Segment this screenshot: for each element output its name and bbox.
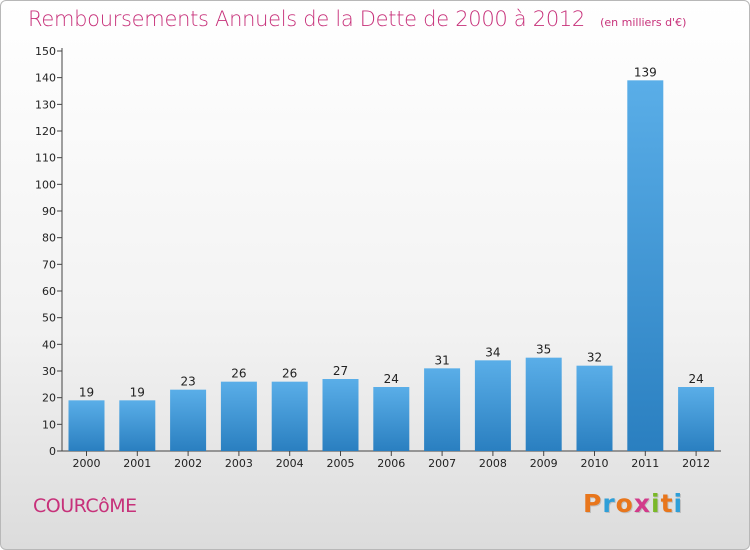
- bar-2008: [474, 360, 511, 451]
- y-tick-label: 30: [42, 365, 56, 378]
- data-label: 34: [485, 345, 500, 359]
- bar-2009: [525, 357, 562, 451]
- data-label: 27: [333, 364, 348, 378]
- y-tick-label: 80: [42, 232, 56, 245]
- x-tick-label: 2000: [73, 457, 101, 470]
- y-tick-label: 120: [35, 125, 56, 138]
- data-label: 24: [384, 372, 399, 386]
- data-labels: 19 19 23 26 26 27 24 31 34 35 32 139 24: [79, 65, 704, 399]
- x-tick-label: 2005: [327, 457, 355, 470]
- bars: [68, 80, 715, 451]
- bar-2000: [68, 400, 105, 451]
- logo-letter: o: [615, 489, 634, 518]
- data-label: 26: [231, 367, 246, 381]
- commune-name: COURCôME: [33, 495, 137, 517]
- bar-2012: [678, 387, 715, 451]
- x-axis: 2000 2001 2002 2003 2004 2005 2006 2007 2008 2009…: [62, 450, 721, 470]
- data-label: 139: [634, 65, 657, 79]
- data-label: 24: [688, 372, 703, 386]
- y-tick-label: 10: [42, 418, 56, 431]
- bar-2006: [373, 387, 410, 451]
- y-tick-label: 110: [35, 152, 56, 165]
- logo-letter: r: [602, 489, 616, 518]
- y-tick-label: 150: [35, 45, 56, 58]
- logo-letter: x: [633, 489, 651, 518]
- y-axis: 0 10 20 30 40 50 60 70 80 90 100 110 120 130 140 150: [35, 45, 63, 458]
- logo-letter: t: [660, 489, 674, 518]
- bar-2004: [271, 381, 308, 451]
- data-label: 19: [79, 385, 94, 399]
- x-tick-label: 2008: [479, 457, 507, 470]
- x-tick-label: 2007: [428, 457, 456, 470]
- data-label: 31: [434, 353, 449, 367]
- bar-2001: [119, 400, 156, 451]
- x-tick-label: 2001: [123, 457, 151, 470]
- bar-2005: [322, 379, 359, 451]
- y-tick-label: 60: [42, 285, 56, 298]
- data-label: 23: [180, 375, 195, 389]
- title-row: Remboursements Annuels de la Dette de 20…: [28, 7, 686, 31]
- data-label: 32: [587, 351, 602, 365]
- chart-unit: (en milliers d'€): [600, 16, 687, 29]
- x-tick-label: 2010: [581, 457, 609, 470]
- bar-2007: [424, 368, 461, 451]
- y-tick-label: 100: [35, 178, 56, 191]
- y-tick-label: 90: [42, 205, 56, 218]
- y-tick-label: 0: [49, 445, 56, 458]
- x-tick-label: 2006: [377, 457, 405, 470]
- data-label: 26: [282, 367, 297, 381]
- bar-2011: [627, 80, 664, 451]
- x-tick-label: 2004: [276, 457, 304, 470]
- logo-letter: i: [673, 489, 684, 518]
- x-tick-label: 2011: [631, 457, 659, 470]
- x-tick-label: 2009: [530, 457, 558, 470]
- x-tick-label: 2003: [225, 457, 253, 470]
- logo-letter: i: [651, 489, 661, 518]
- x-tick-label: 2002: [174, 457, 202, 470]
- logo-letter: P: [583, 489, 603, 518]
- y-tick-label: 40: [42, 338, 56, 351]
- y-tick-label: 130: [35, 98, 56, 111]
- bar-2003: [220, 381, 257, 451]
- x-tick-label: 2012: [682, 457, 710, 470]
- data-label: 19: [130, 385, 145, 399]
- proxiti-logo: Proxiti: [583, 489, 683, 518]
- bar-2010: [576, 365, 613, 451]
- y-tick-label: 140: [35, 72, 56, 85]
- y-tick-label: 70: [42, 258, 56, 271]
- chart-title: Remboursements Annuels de la Dette de 20…: [28, 7, 585, 31]
- y-tick-label: 50: [42, 312, 56, 325]
- y-tick-label: 20: [42, 392, 56, 405]
- bar-2002: [170, 389, 207, 451]
- data-label: 35: [536, 343, 551, 357]
